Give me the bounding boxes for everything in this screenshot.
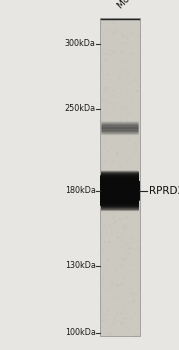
Text: 180kDa: 180kDa <box>65 186 96 195</box>
Text: RPRD2: RPRD2 <box>149 186 179 196</box>
Text: 300kDa: 300kDa <box>65 39 96 48</box>
Text: Mouse liver: Mouse liver <box>116 0 159 10</box>
Text: 100kDa: 100kDa <box>65 328 96 337</box>
Text: 250kDa: 250kDa <box>65 104 96 113</box>
Text: 130kDa: 130kDa <box>65 261 96 271</box>
FancyBboxPatch shape <box>100 18 140 336</box>
